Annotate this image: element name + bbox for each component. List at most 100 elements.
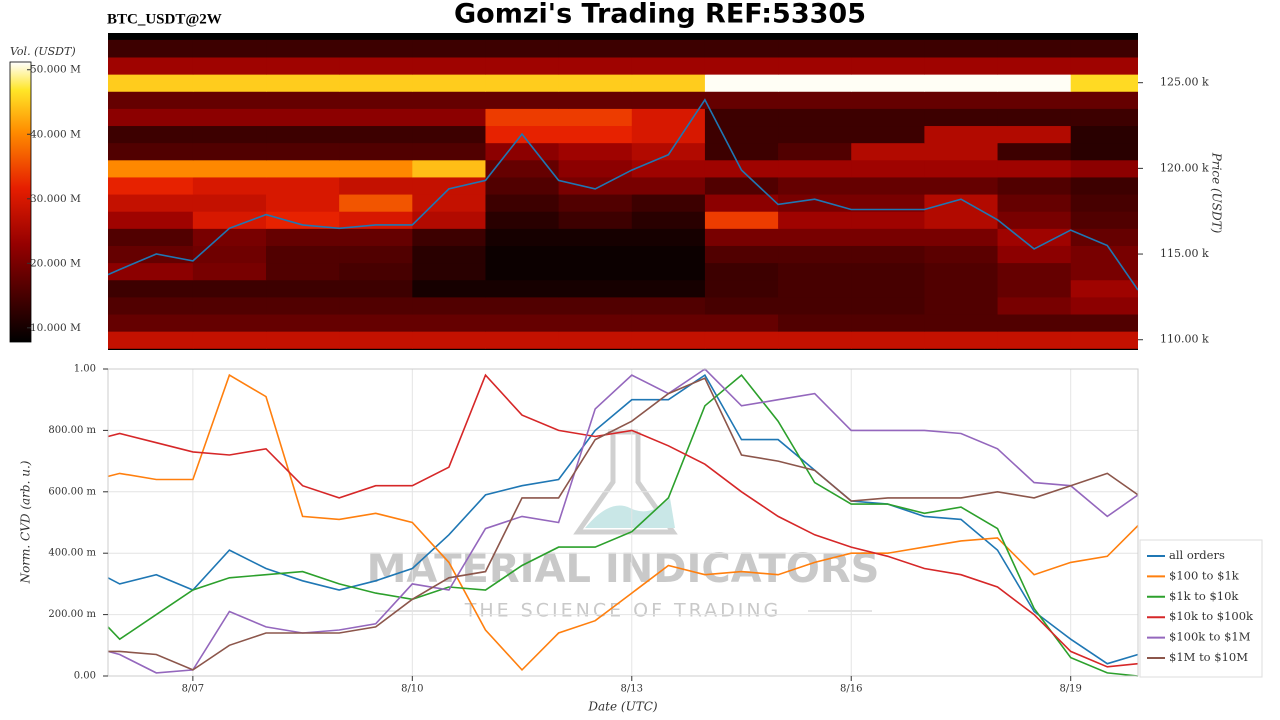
heatmap-cell	[778, 331, 852, 349]
heatmap-cell	[485, 91, 560, 109]
heatmap-cell	[851, 228, 925, 246]
colorbar-tick-label: 50.000 M	[30, 64, 81, 76]
heatmap-cell	[997, 125, 1072, 144]
x-tick-label: 8/19	[1059, 684, 1081, 695]
heatmap-cell	[192, 228, 267, 246]
watermark-subtitle: THE SCIENCE OF TRADING	[464, 600, 782, 622]
heatmap-cell	[108, 56, 194, 75]
heatmap-cell	[339, 245, 413, 264]
heatmap-cell	[485, 108, 560, 127]
heatmap-cell	[851, 142, 925, 161]
colorbar-tick-label: 10.000 M	[30, 322, 81, 334]
heatmap-cell	[558, 74, 633, 92]
heatmap-cell	[485, 228, 560, 246]
heatmap-cell	[339, 211, 413, 229]
heatmap-cell	[851, 314, 925, 332]
heatmap-cell	[704, 91, 779, 109]
heatmap-cell	[108, 125, 194, 144]
heatmap-cell	[192, 125, 267, 144]
heatmap-cell	[997, 262, 1072, 281]
heatmap-cell	[485, 314, 560, 332]
heatmap-cell	[1070, 142, 1138, 161]
heatmap-cell	[339, 279, 413, 298]
heatmap-cell	[704, 211, 779, 229]
heatmap-cell	[339, 262, 413, 281]
colorbar-label: Vol. (USDT)	[10, 45, 76, 58]
heatmap-cell	[108, 108, 194, 127]
heatmap-layer	[108, 39, 1138, 349]
chart-title: Gomzi's Trading REF:53305	[454, 0, 866, 30]
heatmap-cell	[108, 331, 194, 349]
heatmap-cell	[412, 176, 486, 195]
heatmap-cell	[924, 74, 999, 92]
heatmap-cell	[558, 39, 633, 58]
heatmap-cell	[266, 279, 340, 298]
colorbar-tick-label: 30.000 M	[30, 193, 81, 205]
plot-frame	[107, 368, 1139, 677]
heatmap-cell	[997, 228, 1072, 246]
heatmap-cell	[108, 211, 194, 229]
heatmap-cell	[778, 39, 852, 58]
heatmap-cell	[778, 74, 852, 92]
heatmap-cell	[412, 91, 486, 109]
heatmap-cell	[192, 91, 267, 109]
heatmap-cell	[558, 159, 633, 178]
heatmap-cell	[851, 296, 925, 315]
heatmap-cell	[108, 142, 194, 161]
heatmap-cell	[192, 331, 267, 349]
heatmap-cell	[412, 262, 486, 281]
heatmap-cell	[1070, 296, 1138, 315]
heatmap-cell	[192, 262, 267, 281]
heatmap-cell	[339, 74, 413, 92]
heatmap-cell	[704, 245, 779, 264]
y-tick-label: 400.00 m	[48, 548, 96, 559]
heatmap-cell	[558, 245, 633, 264]
cvd-line	[107, 373, 1139, 668]
legend-label: $10k to $100k	[1169, 609, 1254, 623]
heatmap-cell	[1070, 194, 1138, 212]
heatmap-cell	[558, 279, 633, 298]
heatmap-cell	[778, 176, 852, 195]
heatmap-cell	[924, 159, 999, 178]
heatmap-cell	[997, 142, 1072, 161]
heatmap-cell	[412, 125, 486, 144]
heatmap-cell	[558, 56, 633, 75]
heatmap-cell	[1070, 211, 1138, 229]
heatmap-cell	[778, 125, 852, 144]
heatmap-cell	[485, 74, 560, 92]
heatmap-cell	[924, 331, 999, 349]
heatmap-cell	[924, 245, 999, 264]
heatmap-cell	[631, 314, 706, 332]
heatmap-cell	[192, 39, 267, 58]
heatmap-cell	[778, 91, 852, 109]
cvd-line	[107, 373, 1139, 672]
heatmap-cell	[1070, 108, 1138, 127]
heatmap-cell	[339, 159, 413, 178]
heatmap-cell	[108, 176, 194, 195]
heatmap-cell	[339, 296, 413, 315]
heatmap-cell	[485, 262, 560, 281]
heatmap-cell	[704, 279, 779, 298]
heatmap-cell	[778, 314, 852, 332]
heatmap-cell	[192, 56, 267, 75]
heatmap-cell	[1070, 125, 1138, 144]
heatmap-cell	[997, 176, 1072, 195]
heatmap-cell	[631, 142, 706, 161]
heatmap-cell	[1070, 39, 1138, 58]
heatmap-cell	[704, 74, 779, 92]
heatmap-cell	[631, 39, 706, 58]
heatmap-cell	[558, 91, 633, 109]
heatmap-cell	[108, 279, 194, 298]
y-tick-label: 800.00 m	[48, 425, 96, 436]
heatmap-cell	[339, 228, 413, 246]
heatmap-cell	[631, 211, 706, 229]
heatmap-cell	[266, 176, 340, 195]
heatmap-cell	[266, 39, 340, 58]
heatmap-cell	[631, 91, 706, 109]
heatmap-cell	[108, 245, 194, 264]
heatmap-cell	[778, 245, 852, 264]
heatmap-cell	[924, 39, 999, 58]
heatmap-cell	[778, 228, 852, 246]
heatmap-cell	[192, 279, 267, 298]
heatmap-cell	[485, 296, 560, 315]
